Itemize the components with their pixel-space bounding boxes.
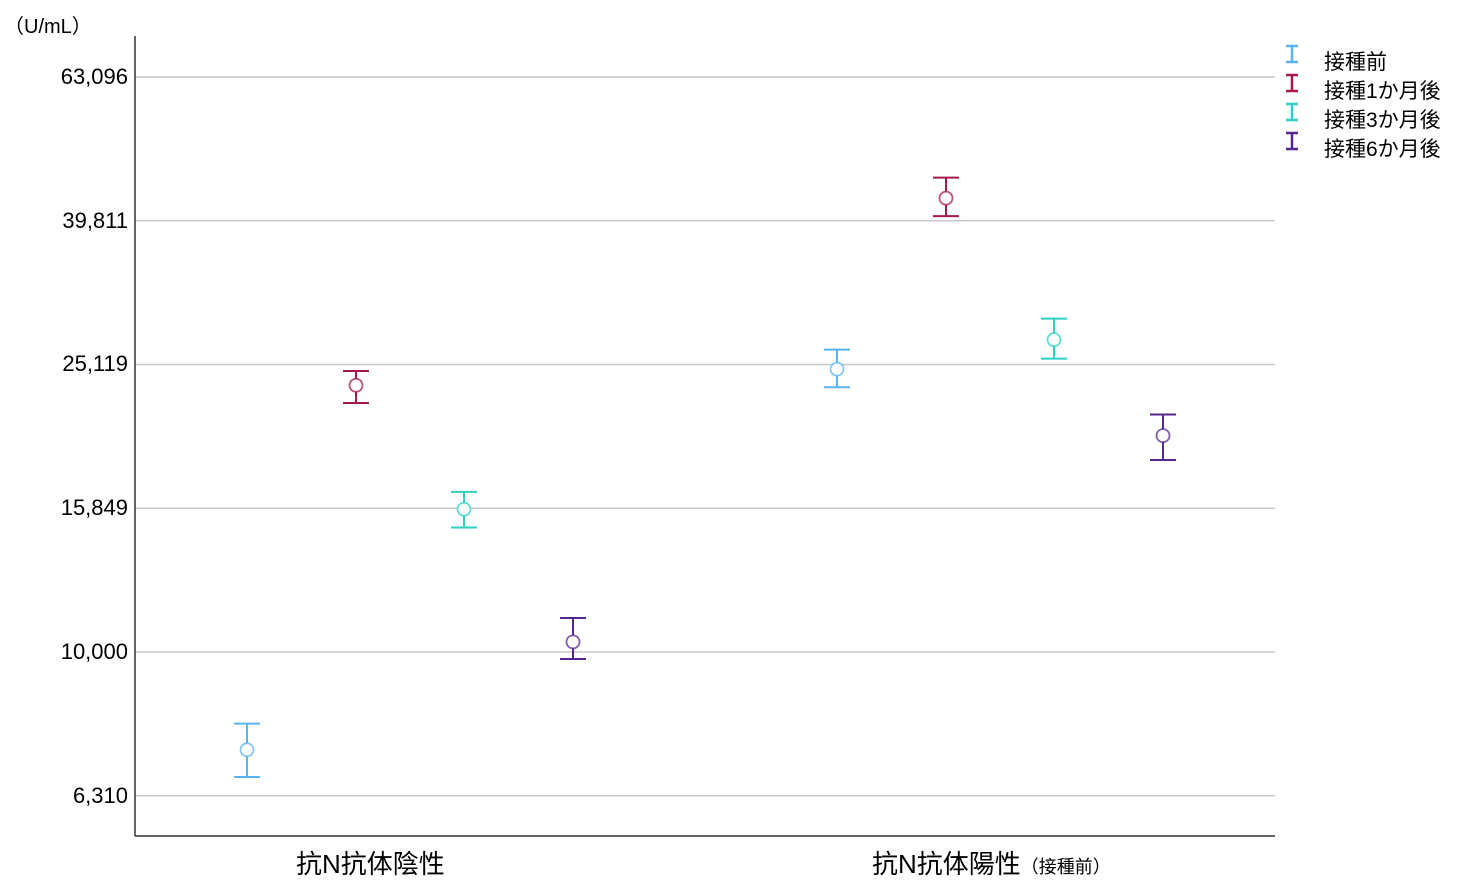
- data-marks: [234, 178, 1176, 777]
- legend-label: 接種1か月後: [1324, 75, 1441, 105]
- error-bar-point: [933, 178, 959, 216]
- mean-marker: [350, 379, 363, 392]
- mean-marker: [1157, 429, 1170, 442]
- error-bar-point: [824, 350, 850, 388]
- legend-error-bar-icon: [1282, 131, 1302, 153]
- y-tick-label: 63,096: [61, 64, 128, 90]
- legend-error-bar-icon: [1282, 102, 1302, 124]
- legend-label: 接種6か月後: [1324, 133, 1441, 163]
- x-category-label: 抗N抗体陰性: [296, 844, 445, 881]
- legend-label: 接種3か月後: [1324, 104, 1441, 134]
- mean-marker: [940, 192, 953, 205]
- error-bar-point: [560, 618, 586, 659]
- y-tick-label: 39,811: [62, 208, 128, 234]
- x-category-sub: （接種前）: [1021, 857, 1111, 877]
- y-tick-label: 15,849: [61, 495, 128, 521]
- legend-error-bar-icon: [1282, 73, 1302, 95]
- mean-marker: [241, 743, 254, 756]
- mean-marker: [567, 635, 580, 648]
- mean-marker: [1048, 333, 1061, 346]
- legend-label: 接種前: [1324, 46, 1387, 76]
- x-category-label: 抗N抗体陽性（接種前）: [872, 844, 1111, 881]
- error-bar-point: [451, 492, 477, 528]
- y-tick-label: 25,119: [62, 351, 128, 377]
- error-bar-point: [234, 724, 260, 777]
- error-bar-point: [1150, 415, 1176, 460]
- mean-marker: [831, 363, 844, 376]
- axes: [135, 36, 1275, 836]
- y-tick-label: 6,310: [73, 783, 128, 809]
- error-bar-point: [1041, 319, 1067, 359]
- y-tick-label: 10,000: [61, 639, 128, 665]
- mean-marker: [458, 503, 471, 516]
- error-bar-point: [343, 371, 369, 403]
- gridlines: [135, 77, 1275, 796]
- legend-error-bar-icon: [1282, 44, 1302, 66]
